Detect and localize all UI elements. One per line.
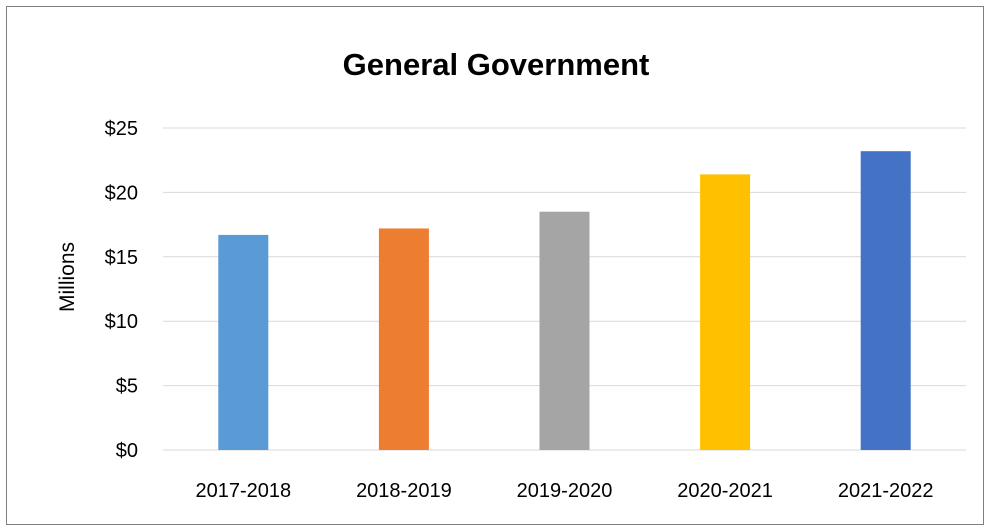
bar-2019-2020 xyxy=(539,211,590,450)
y-tick-label: $20 xyxy=(105,182,138,204)
y-tick-label: $25 xyxy=(105,118,138,140)
bar-2017-2018 xyxy=(218,234,269,450)
chart-frame xyxy=(6,6,984,525)
x-tick-labels: 2017-2018 2018-2019 2019-2020 2020-2021 2021… xyxy=(195,480,933,502)
chart-title: General Government xyxy=(342,47,650,82)
x-tick-label: 2019-2020 xyxy=(517,480,613,502)
x-tick-label: 2021-2022 xyxy=(838,480,934,502)
bar-2018-2019 xyxy=(378,228,429,450)
y-tick-label: $0 xyxy=(116,440,138,462)
x-tick-label: 2018-2019 xyxy=(356,480,452,502)
y-tick-label: $5 xyxy=(116,376,138,398)
y-tick-labels: $0 $5 $10 $15 $20 $25 xyxy=(105,118,138,462)
y-axis-label: Millions xyxy=(56,242,79,312)
bar-2021-2022 xyxy=(860,151,911,450)
bars xyxy=(218,151,911,451)
y-tick-label: $15 xyxy=(105,247,138,269)
x-tick-label: 2017-2018 xyxy=(195,480,291,502)
x-tick-label: 2020-2021 xyxy=(677,480,773,502)
y-tick-label: $10 xyxy=(105,311,138,333)
bar-2020-2021 xyxy=(700,174,751,451)
